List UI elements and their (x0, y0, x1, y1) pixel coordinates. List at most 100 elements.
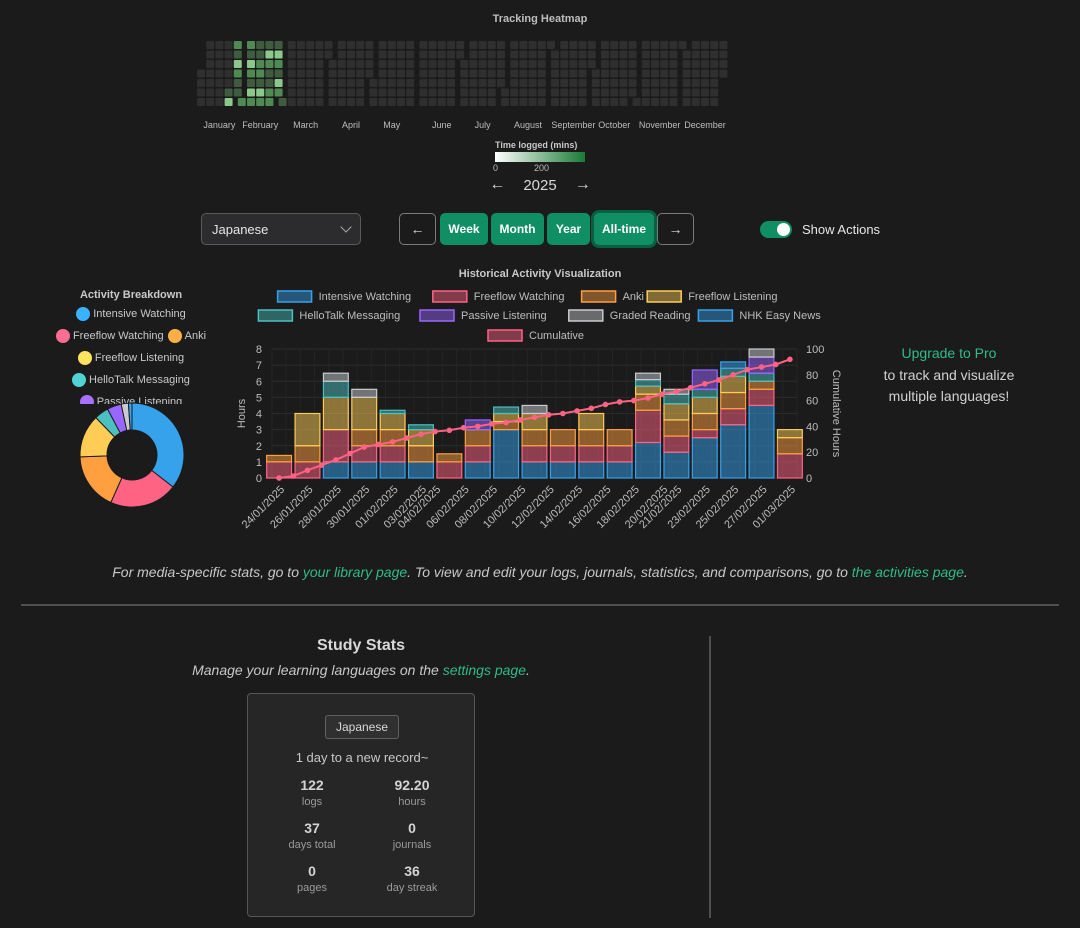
cumulative-point[interactable] (659, 391, 666, 397)
chart-bar-segment[interactable] (748, 380, 775, 390)
heatmap-day-cell[interactable] (632, 98, 641, 106)
chart-bar-segment[interactable] (776, 453, 803, 479)
heatmap-day-cell[interactable] (265, 98, 274, 106)
chart-bar-segment[interactable] (691, 429, 718, 439)
heatmap-day-cell[interactable] (551, 50, 559, 59)
chart-bar-segment[interactable] (464, 461, 491, 479)
cumulative-point[interactable] (276, 475, 282, 481)
heatmap-day-cell[interactable] (297, 79, 305, 87)
heatmap-day-cell[interactable] (537, 88, 546, 97)
chart-legend-item[interactable]: HelloTalk Messaging (257, 309, 400, 322)
cumulative-point[interactable] (489, 421, 495, 427)
heatmap-day-cell[interactable] (437, 60, 446, 68)
chart-bar-segment[interactable] (606, 445, 633, 463)
heatmap-day-cell[interactable] (497, 79, 505, 87)
heatmap-day-cell[interactable] (569, 69, 578, 78)
chart-bar-segment[interactable] (776, 437, 803, 455)
heatmap-day-cell[interactable] (487, 50, 496, 59)
heatmap-day-cell[interactable] (215, 79, 224, 87)
heatmap-day-cell[interactable] (519, 60, 528, 68)
breakdown-legend-item[interactable]: HelloTalk Messaging (72, 371, 190, 389)
heatmap-day-cell[interactable] (356, 98, 365, 106)
heatmap-day-cell[interactable] (610, 98, 619, 106)
chart-bar-segment[interactable] (436, 461, 463, 479)
activity-breakdown-donut[interactable] (79, 402, 185, 508)
heatmap-day-cell[interactable] (447, 88, 455, 97)
activities-page-link[interactable]: the activities page (851, 564, 964, 580)
heatmap-day-cell[interactable] (428, 60, 437, 68)
heatmap-day-cell[interactable] (406, 88, 415, 97)
heatmap-day-cell[interactable] (641, 69, 650, 78)
heatmap-day-cell[interactable] (378, 98, 387, 106)
heatmap-day-cell[interactable] (560, 88, 569, 97)
heatmap-day-cell[interactable] (224, 88, 233, 97)
chart-bar-segment[interactable] (663, 451, 690, 479)
heatmap-day-cell[interactable] (419, 60, 428, 68)
heatmap-day-cell[interactable] (347, 88, 355, 97)
heatmap-day-cell[interactable] (537, 41, 546, 49)
chart-bar-segment[interactable] (521, 404, 548, 415)
chart-bar-segment[interactable] (748, 404, 775, 479)
chart-bar-segment[interactable] (663, 419, 690, 437)
heatmap-day-cell[interactable] (215, 50, 224, 59)
heatmap-day-cell[interactable] (337, 79, 346, 87)
heatmap-day-cell[interactable] (297, 88, 305, 97)
cumulative-point[interactable] (318, 462, 325, 468)
heatmap-day-cell[interactable] (406, 41, 415, 49)
cumulative-point[interactable] (517, 417, 524, 423)
heatmap-day-cell[interactable] (478, 79, 487, 87)
heatmap-day-cell[interactable] (347, 79, 355, 87)
heatmap-day-cell[interactable] (710, 60, 719, 68)
heatmap-day-cell[interactable] (551, 98, 559, 106)
chart-bar-segment[interactable] (379, 412, 406, 431)
heatmap-day-cell[interactable] (328, 98, 337, 106)
heatmap-day-cell[interactable] (460, 88, 469, 97)
heatmap-day-cell[interactable] (710, 79, 719, 87)
heatmap-day-cell[interactable] (528, 50, 537, 59)
heatmap-day-cell[interactable] (419, 88, 428, 97)
heatmap-day-cell[interactable] (551, 60, 559, 68)
heatmap-day-cell[interactable] (601, 88, 609, 97)
heatmap-day-cell[interactable] (428, 41, 437, 49)
heatmap-day-cell[interactable] (274, 88, 283, 97)
heatmap-day-cell[interactable] (569, 41, 578, 49)
heatmap-day-cell[interactable] (297, 50, 305, 59)
breakdown-legend-item[interactable]: Freeflow Listening (77, 349, 184, 367)
heatmap-day-cell[interactable] (578, 41, 587, 49)
heatmap-day-cell[interactable] (601, 69, 609, 78)
heatmap-day-cell[interactable] (660, 41, 669, 49)
chart-bar-segment[interactable] (407, 461, 435, 479)
cumulative-point[interactable] (290, 473, 297, 479)
heatmap-day-cell[interactable] (682, 69, 691, 78)
heatmap-day-cell[interactable] (682, 50, 691, 59)
cumulative-point[interactable] (701, 381, 708, 387)
heatmap-day-cell[interactable] (691, 50, 700, 59)
heatmap-day-cell[interactable] (437, 41, 446, 49)
chart-legend-item[interactable]: Freeflow Listening (646, 290, 777, 303)
heatmap-day-cell[interactable] (610, 60, 619, 68)
heatmap-day-cell[interactable] (206, 60, 215, 68)
heatmap-day-cell[interactable] (397, 88, 405, 97)
heatmap-day-cell[interactable] (197, 98, 205, 106)
heatmap-day-cell[interactable] (328, 60, 337, 68)
heatmap-day-cell[interactable] (274, 41, 283, 49)
heatmap-day-cell[interactable] (510, 88, 519, 97)
chart-bar-segment[interactable] (294, 412, 321, 447)
heatmap-day-cell[interactable] (560, 50, 569, 59)
heatmap-day-cell[interactable] (669, 98, 678, 106)
heatmap-day-cell[interactable] (356, 60, 365, 68)
cumulative-point[interactable] (588, 405, 595, 412)
chart-bar-segment[interactable] (493, 406, 520, 415)
chart-bar-segment[interactable] (351, 396, 378, 431)
heatmap-day-cell[interactable] (428, 50, 437, 59)
heatmap-day-cell[interactable] (428, 79, 437, 87)
heatmap-day-cell[interactable] (315, 79, 324, 87)
heatmap-day-cell[interactable] (651, 79, 659, 87)
heatmap-day-cell[interactable] (628, 88, 637, 97)
period-year-button[interactable]: Year (547, 213, 590, 245)
cumulative-point[interactable] (730, 372, 736, 378)
heatmap-day-cell[interactable] (419, 41, 428, 49)
chart-bar-segment[interactable] (578, 412, 605, 431)
heatmap-day-cell[interactable] (619, 60, 628, 68)
heatmap-day-cell[interactable] (337, 41, 346, 49)
